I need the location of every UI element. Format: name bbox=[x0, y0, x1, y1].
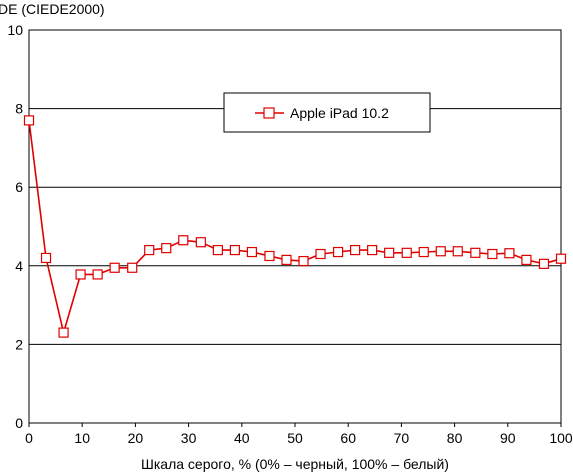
data-point bbox=[367, 244, 378, 256]
data-point bbox=[195, 237, 206, 248]
y-tick-label: 4 bbox=[15, 258, 23, 274]
x-tick-label: 60 bbox=[340, 430, 356, 446]
x-axis-title: Шкала серого, % (0% – черный, 100% – бел… bbox=[141, 456, 449, 472]
data-point bbox=[229, 244, 240, 256]
data-point bbox=[298, 255, 309, 267]
data-point bbox=[521, 254, 532, 266]
legend: Apple iPad 10.2 bbox=[223, 92, 431, 133]
data-point bbox=[401, 247, 412, 258]
data-point bbox=[470, 247, 481, 258]
data-point bbox=[40, 252, 52, 264]
series-layer bbox=[23, 115, 567, 338]
data-point bbox=[504, 248, 515, 259]
data-point bbox=[109, 262, 120, 273]
grid bbox=[29, 108, 561, 345]
y-axis-title: DE (CIEDE2000) bbox=[0, 1, 105, 17]
x-tick-label: 100 bbox=[549, 430, 573, 446]
x-tick-label: 70 bbox=[394, 430, 410, 446]
data-point bbox=[538, 258, 550, 269]
data-point bbox=[212, 244, 223, 256]
data-point bbox=[144, 244, 155, 256]
x-tick-label: 0 bbox=[25, 430, 33, 446]
data-point bbox=[264, 250, 275, 262]
y-tick-label: 10 bbox=[7, 22, 23, 38]
data-point bbox=[75, 269, 86, 280]
y-tick-label: 6 bbox=[15, 179, 23, 195]
plot-area bbox=[28, 29, 562, 424]
x-tick-label: 30 bbox=[181, 430, 197, 446]
y-tick-label: 0 bbox=[15, 415, 23, 431]
data-point bbox=[315, 248, 326, 260]
data-point bbox=[246, 246, 258, 258]
data-point bbox=[487, 248, 498, 260]
y-tick-label: 2 bbox=[15, 336, 23, 352]
legend-swatch-marker bbox=[263, 107, 275, 119]
data-point bbox=[127, 262, 138, 273]
x-tick-label: 90 bbox=[500, 430, 516, 446]
data-point bbox=[161, 243, 172, 254]
x-tick-label: 50 bbox=[287, 430, 303, 446]
data-point bbox=[23, 115, 35, 126]
data-point bbox=[178, 235, 189, 246]
data-point bbox=[332, 246, 344, 258]
y-tick-label: 8 bbox=[15, 101, 23, 117]
data-point bbox=[92, 269, 103, 280]
data-point bbox=[418, 246, 429, 258]
data-point bbox=[350, 244, 361, 256]
data-point bbox=[281, 254, 292, 266]
data-point bbox=[384, 247, 395, 258]
data-point bbox=[452, 246, 463, 257]
data-point bbox=[58, 327, 69, 338]
data-point bbox=[555, 253, 567, 264]
x-tick-label: 10 bbox=[74, 430, 90, 446]
series-line bbox=[28, 120, 562, 336]
data-point bbox=[435, 246, 446, 257]
x-tick-label: 40 bbox=[234, 430, 250, 446]
x-tick-label: 20 bbox=[128, 430, 144, 446]
x-tick-label: 80 bbox=[447, 430, 463, 446]
legend-label: Apple iPad 10.2 bbox=[290, 105, 389, 121]
